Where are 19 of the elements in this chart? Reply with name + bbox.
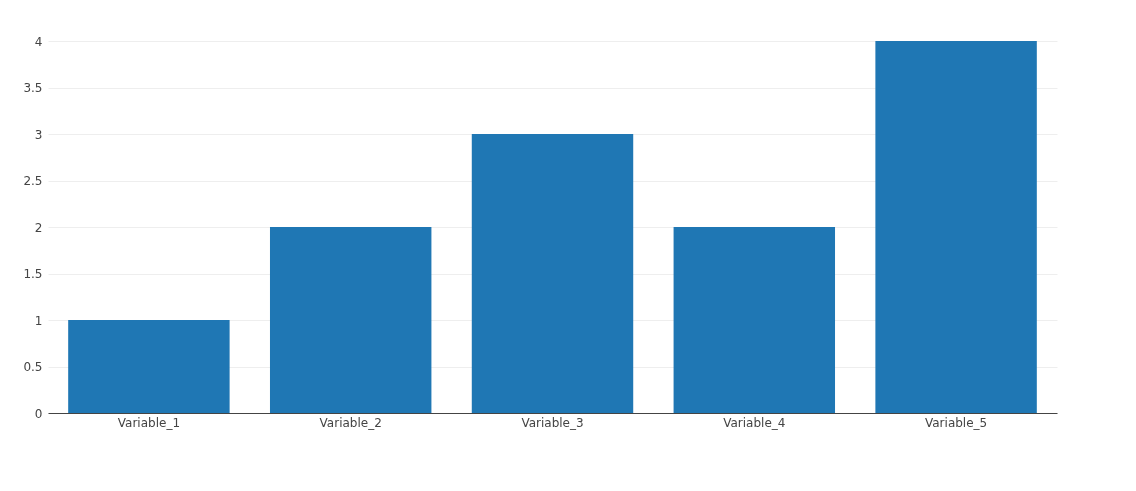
bar <box>875 41 1037 413</box>
bar <box>673 227 836 413</box>
y-tick-label: 0 <box>34 406 43 421</box>
x-tick-label: Variable_5 <box>924 415 988 430</box>
bar <box>269 227 432 413</box>
y-tick-label: 3.5 <box>23 81 43 95</box>
x-tick-label: Variable_3 <box>521 415 584 430</box>
y-tick-label: 1 <box>34 313 43 328</box>
y-tick-label: 2.5 <box>23 174 43 188</box>
y-tick-label: 1.5 <box>23 267 43 281</box>
bar <box>68 320 230 413</box>
bar <box>471 134 634 413</box>
x-tick-label: Variable_2 <box>319 415 382 430</box>
y-tick-label: 3 <box>34 127 43 142</box>
x-tick-label: Variable_4 <box>723 415 786 430</box>
y-tick-label: 4 <box>34 34 43 49</box>
y-tick-label: 2 <box>34 220 43 235</box>
x-tick-label: Variable_1 <box>117 415 181 430</box>
y-tick-label: 0.5 <box>23 360 43 374</box>
